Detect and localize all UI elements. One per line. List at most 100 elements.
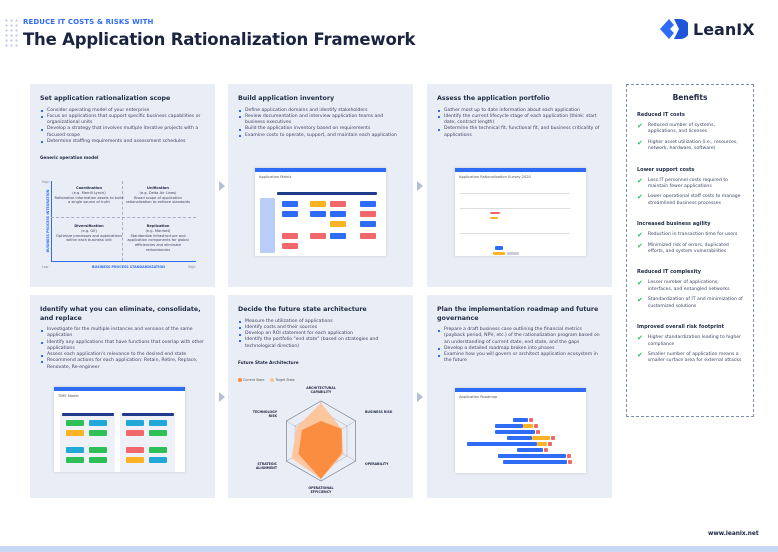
benefit-group: Lower support costs ✔ Less IT personnel co…	[637, 167, 743, 208]
y-axis-label: BUSINESS PROCESS INTEGRATION	[46, 189, 50, 253]
figure-caption: Future State Architecture	[238, 359, 299, 365]
step-panel: Assess the application portfolio Gather m…	[427, 84, 612, 287]
benefit-group-title: Increased business agility	[637, 221, 711, 228]
bullet-item: Focus on applications that support speci…	[40, 114, 205, 127]
benefit-group: Reduced IT costs ✔ Reduced number of syste…	[637, 112, 743, 153]
arrow-icon	[219, 392, 225, 402]
logo-text: LeanIX	[693, 19, 755, 39]
quadrant-desc: Standardize infrastructure and applicati…	[127, 233, 189, 252]
benefit-item: ✔ Less IT personnel costs required to mai…	[637, 176, 743, 191]
step-panel: Plan the implementation roadmap and futu…	[427, 295, 612, 498]
benefit-text: Standardization of IT and minimization o…	[647, 297, 743, 309]
radar-axis	[320, 420, 356, 442]
panel-title: Identify what you can eliminate, consoli…	[40, 306, 201, 322]
panel-title: Decide the future state architecture	[238, 306, 367, 313]
benefit-item: ✔ Higher standardization leading to highe…	[637, 335, 743, 348]
app-screenshot: TIME Model	[54, 387, 185, 472]
bullet-item: Determine staffing requirements and asse…	[40, 139, 205, 145]
quadrant-example: (e.g. Delta Air Lines)	[139, 190, 177, 195]
panel-title: Set application rationalization scope	[40, 95, 171, 102]
benefit-item: ✔ Lesser number of applications, interfac…	[637, 280, 743, 293]
radar-axis	[286, 440, 322, 462]
legend-item: Target State	[270, 378, 295, 382]
bullet-item: Identify any applications that have func…	[40, 340, 205, 353]
benefit-item: ✔ Smaller number of application means a s…	[637, 350, 743, 365]
benefit-text: Lesser number of applications, interface…	[647, 280, 730, 292]
page-title: The Application Rationalization Framewor…	[23, 30, 416, 49]
step-panel: Identify what you can eliminate, consoli…	[30, 295, 215, 498]
quadrant: Diversification (e.g. GE) Optimize process…	[54, 224, 124, 243]
low-label: Low	[42, 265, 49, 269]
quadrant-example: (e.g. GE)	[81, 228, 97, 233]
benefit-text: Minimized risk of errors, duplicated eff…	[647, 242, 729, 255]
x-high-label: High	[188, 265, 196, 269]
bullet-item: Measure the utilization of applications	[238, 319, 403, 325]
bullet-item: Identify costs and their sources	[238, 325, 403, 331]
panel-title: Plan the implementation roadmap and futu…	[437, 306, 599, 322]
radar-axis-label: BUSINESS RISK	[365, 410, 393, 414]
benefit-item: ✔ Minimized risk of errors, duplicated ef…	[637, 241, 743, 256]
benefit-group: Improved overall risk footprint ✔ Higher s…	[637, 324, 743, 365]
benefit-text: Higher standardization leading to higher…	[647, 335, 741, 347]
radar-axis-label: STRATEGIC ALIGNMENT	[255, 462, 277, 470]
app-screenshot: Application Roadmap	[455, 388, 586, 473]
bullet-item: Identify the current lifecycle stage of …	[437, 114, 602, 127]
header-kicker: REDUCE IT COSTS & RISKS WITH	[23, 18, 154, 26]
bullet-item: Investigate for the multiple instances a…	[40, 327, 205, 340]
bullet-item: Develop a detailed roadmap broken into p…	[437, 346, 602, 352]
quadrant: Unification (e.g. Delta Air Lines) Broad s…	[123, 186, 193, 205]
step-panel: Set application rationalization scope Con…	[30, 84, 215, 287]
bullet-item: Gather most up to date information about…	[437, 108, 602, 114]
bullet-item: Define application domains and identify …	[238, 108, 403, 114]
benefit-text: Smaller number of application means a sm…	[647, 351, 742, 364]
screenshot-title: Application Roadmap	[459, 395, 498, 399]
check-icon: ✔	[637, 334, 643, 343]
benefit-text: Higher asset utilization (i.e., resource…	[647, 139, 738, 152]
bullet-item: Prepare a draft business case outlining …	[437, 327, 602, 346]
benefit-item: ✔ Higher asset utilization (i.e., resourc…	[637, 138, 743, 153]
quadrant-name: Unification	[147, 186, 169, 190]
quadrant: Replication (e.g. Marriott) Standardize in…	[123, 224, 193, 253]
bullet-item: Identify the portfolio "end state" (base…	[238, 337, 403, 350]
benefit-item: ✔ Reduced number of systems, applications…	[637, 123, 743, 136]
bullet-item: Develop an ROI statement for each applic…	[238, 331, 403, 337]
quadrant-example: (e.g. Merrill Lynch)	[72, 190, 106, 195]
check-icon: ✔	[637, 241, 643, 250]
benefit-text: Less IT personnel costs required to main…	[647, 177, 728, 190]
bullet-item: Build the application inventory based on…	[238, 126, 403, 132]
benefit-item: ✔ Reduction in transaction time for users	[637, 231, 743, 240]
radar-grid	[286, 400, 356, 482]
footer-url[interactable]: www.leanix.net	[708, 531, 759, 537]
benefit-text: Lower operational staff costs to manage …	[647, 194, 741, 206]
quadrant: Coordination (e.g. Merrill Lynch) Rational…	[54, 186, 124, 205]
high-label: High	[42, 180, 50, 184]
benefit-group-title: Reduced IT costs	[637, 112, 685, 118]
check-icon: ✔	[637, 279, 643, 288]
check-icon: ✔	[637, 176, 643, 185]
check-icon: ✔	[637, 138, 643, 147]
benefit-group: Reduced IT complexity ✔ Lesser number of a…	[637, 269, 743, 310]
arrow-icon	[417, 392, 423, 402]
radar-axis-label: ARCHITECTURAL CAPABILITY	[306, 386, 336, 394]
radar-axis	[320, 440, 356, 462]
step-panel: Build application inventory Define applic…	[228, 84, 413, 287]
benefit-text: Reduction in transaction time for users	[647, 232, 738, 238]
quadrant-name: Replication	[146, 224, 170, 228]
benefit-item: ✔ Lower operational staff costs to manage…	[637, 194, 743, 207]
decorative-dots	[4, 18, 18, 48]
quadrant-name: Diversification	[74, 224, 104, 228]
step-panel: Decide the future state architecture Meas…	[228, 295, 413, 498]
radar-grid	[294, 410, 348, 472]
bullet-item: Examine how you will govern or architect…	[437, 352, 602, 365]
bullet-item: Determine the technical fit, functional …	[437, 126, 602, 139]
benefits-panel: Benefits Reduced IT costs ✔ Reduced number…	[626, 84, 754, 417]
radar-grid	[303, 420, 339, 462]
check-icon: ✔	[637, 231, 643, 240]
check-icon: ✔	[637, 350, 643, 359]
check-icon: ✔	[637, 193, 643, 202]
bullet-item: Assess each application's relevance to t…	[40, 352, 205, 358]
bullet-item: Develop a strategy that involves multipl…	[40, 126, 205, 139]
benefit-group: Increased business agility ✔ Reduction in …	[637, 221, 743, 255]
screenshot-title: Application Rationalization Survey 2020	[459, 175, 531, 179]
app-screenshot: Application Matrix	[255, 168, 386, 256]
